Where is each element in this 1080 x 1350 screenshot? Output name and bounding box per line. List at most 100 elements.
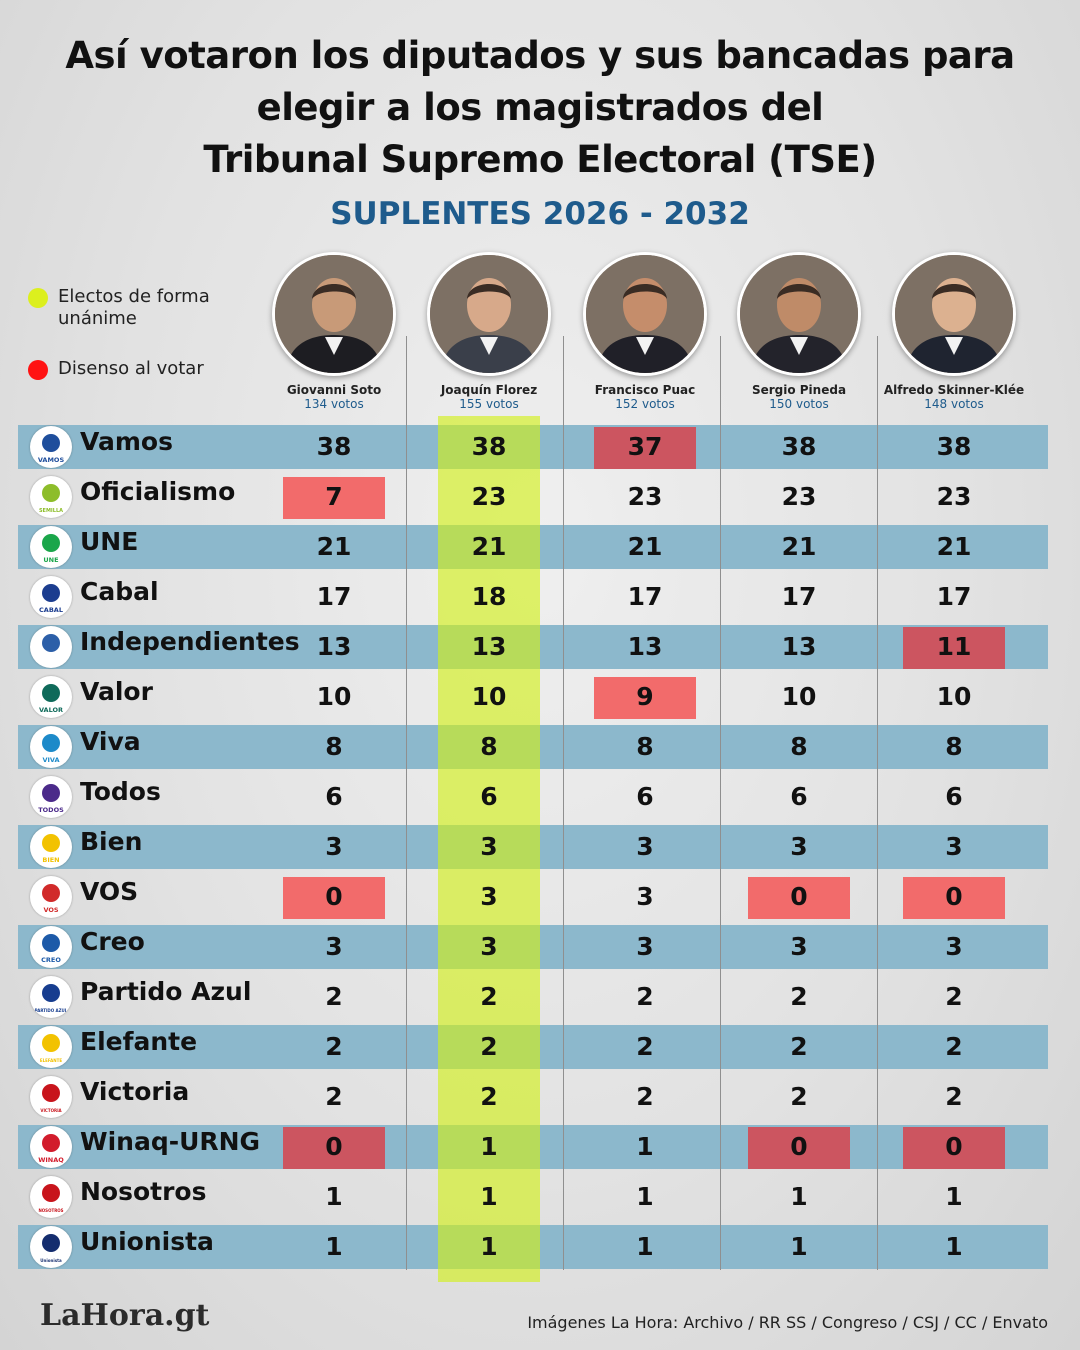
vote-value: 3 [790,932,808,961]
vote-value: 0 [945,1132,963,1161]
party-name: Victoria [80,1077,190,1106]
vote-value: 1 [480,1182,498,1211]
vote-value: 3 [480,932,498,961]
table-row: CREO Creo 3 3 3 3 3 [18,923,1048,973]
vamos-logo: VAMOS [38,434,64,464]
candidate-photo [892,252,1016,376]
vote-value: 0 [325,1132,343,1161]
vote-value: 1 [480,1232,498,1261]
title-line: Así votaron los diputados y sus bancadas… [65,34,1015,77]
vote-value: 17 [936,582,972,611]
vos-logo: VOS [42,884,60,914]
legend-dissent: Disenso al votar [28,358,258,382]
victoria-logo: VICTORIA [40,1084,63,1113]
legend-unanimous: Electos de forma unánime [28,286,258,334]
svg-text:VIVA: VIVA [42,756,59,764]
vote-value: 3 [636,882,654,911]
brand-logo: LaHora.gt [40,1298,210,1333]
vote-value: 2 [636,1032,654,1061]
party-name: Vamos [80,427,173,456]
dissent-highlight [903,627,1005,669]
vote-value: 23 [936,482,972,511]
red-dot-icon [28,360,48,380]
vote-value: 6 [325,782,343,811]
valor-logo: VALOR [39,684,63,714]
vote-value: 38 [936,432,972,461]
party-name: Winaq-URNG [80,1127,261,1156]
title-line: elegir a los magistrados del [256,86,824,129]
vote-value: 6 [945,782,963,811]
svg-text:TODOS: TODOS [38,806,64,814]
svg-text:PARTIDO AZUL: PARTIDO AZUL [35,1008,68,1013]
dissent-highlight [903,1127,1005,1169]
vote-value: 21 [627,532,663,561]
independientes-logo [42,634,60,652]
vote-value: 2 [480,1032,498,1061]
vote-value: 3 [636,832,654,861]
party-name: Independientes [80,627,300,656]
vote-value: 17 [781,582,817,611]
vote-value: 6 [480,782,498,811]
nosotros-logo-icon: NOSOTROS [30,1176,72,1218]
vote-value: 21 [316,532,352,561]
vote-value: 1 [636,1182,654,1211]
table-row: VAMOS Vamos 38 38 37 38 38 [18,423,1048,473]
todos-logo-icon: TODOS [30,776,72,818]
svg-text:UNE: UNE [43,556,58,564]
viva-logo: VIVA [42,734,60,764]
vote-value: 1 [636,1232,654,1261]
table-row: SEMILLA Oficialismo 7 23 23 23 23 [18,473,1048,523]
vote-value: 9 [636,682,654,711]
person-silhouette-icon [430,255,548,373]
svg-text:NOSOTROS: NOSOTROS [38,1208,63,1213]
winaq-logo: WINAQ [38,1134,64,1164]
vos-logo-icon: VOS [30,876,72,918]
party-name: Creo [80,927,145,956]
bien-logo: BIEN [42,834,60,864]
party-name: Partido Azul [80,977,252,1006]
creo-logo: CREO [41,934,61,964]
unionista-logo: Unionista [40,1234,62,1263]
vote-value: 2 [945,1082,963,1111]
party-name: Valor [80,677,153,706]
vote-value: 8 [790,732,808,761]
unanimous-column-highlight [438,416,540,1282]
candidate-photo [583,252,707,376]
party-name: Unionista [80,1227,214,1256]
party-name: Bien [80,827,143,856]
candidate-name: Francisco Puac [594,383,696,397]
svg-text:VICTORIA: VICTORIA [40,1108,62,1113]
table-row: VIVA Viva 8 8 8 8 8 [18,723,1048,773]
vote-value: 0 [325,882,343,911]
semilla-logo: SEMILLA [39,484,63,514]
vote-value: 3 [480,882,498,911]
svg-text:SEMILLA: SEMILLA [39,508,63,514]
candidate-votes: 148 votos [924,397,984,411]
party-name: Elefante [80,1027,198,1056]
svg-text:VOS: VOS [43,906,58,914]
column-divider [406,336,407,1270]
vote-value: 3 [636,932,654,961]
vamos-logo-icon: VAMOS [30,426,72,468]
vote-value: 2 [325,1082,343,1111]
legend-dissent-label: Disenso al votar [58,358,204,379]
party-name: UNE [80,527,139,556]
vote-value: 17 [316,582,352,611]
svg-text:CABAL: CABAL [39,606,63,614]
candidate-votes: 150 votos [769,397,829,411]
vote-value: 3 [325,932,343,961]
column-divider [563,336,564,1270]
vote-value: 23 [627,482,663,511]
vote-value: 1 [480,1132,498,1161]
dissent-highlight [748,877,850,919]
person-silhouette-icon [275,255,393,373]
table-row: VALOR Valor 10 10 9 10 10 [18,673,1048,723]
vote-value: 2 [636,1082,654,1111]
table-row: CABAL Cabal 17 18 17 17 17 [18,573,1048,623]
table-row: Unionista Unionista 1 1 1 1 1 [18,1223,1048,1273]
independientes-logo-icon [30,626,72,668]
candidate-name: Sergio Pineda [751,383,847,397]
victoria-logo-icon: VICTORIA [30,1076,72,1118]
vote-value: 21 [936,532,972,561]
partido-azul-logo: PARTIDO AZUL [35,984,68,1013]
